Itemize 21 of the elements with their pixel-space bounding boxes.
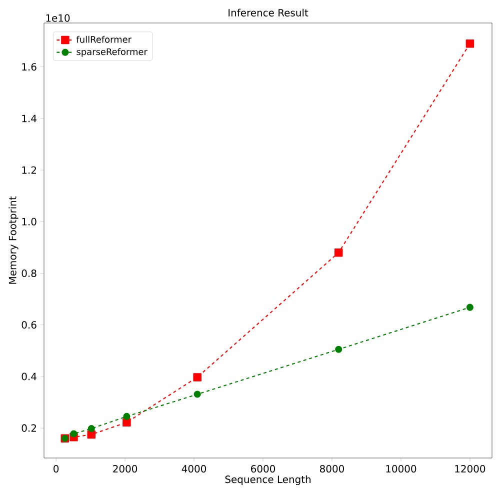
y-tick-label: 1.4 (22, 114, 36, 122)
y-tick-label: 0.4 (22, 372, 36, 380)
x-axis-title: Sequence Length (225, 475, 311, 486)
y-tick-label: 1.0 (22, 218, 36, 226)
y-tick-label: 0.6 (22, 321, 36, 329)
legend-label: fullReformer (76, 36, 132, 43)
y-tick-label: 0.8 (22, 269, 36, 278)
x-tick-label: 2000 (113, 465, 138, 473)
y-tick-label: 1.6 (22, 63, 36, 71)
x-tick-label: 8000 (320, 465, 344, 473)
x-tick-label: 6000 (251, 465, 276, 473)
y-axis-title: Memory Footprint (8, 196, 18, 284)
x-tick-label: 0 (54, 465, 59, 473)
y-tick-label: 0.2 (22, 424, 36, 432)
x-tick-label: 10000 (386, 465, 416, 473)
text: 1e10 (46, 14, 70, 22)
y-tick-label: 1.2 (22, 166, 36, 174)
x-tick-label: 4000 (182, 465, 206, 473)
legend-label: sparseReformer (76, 48, 148, 57)
x-tick-label: 12000 (455, 465, 486, 473)
chart-title: Inference Result (228, 8, 308, 16)
